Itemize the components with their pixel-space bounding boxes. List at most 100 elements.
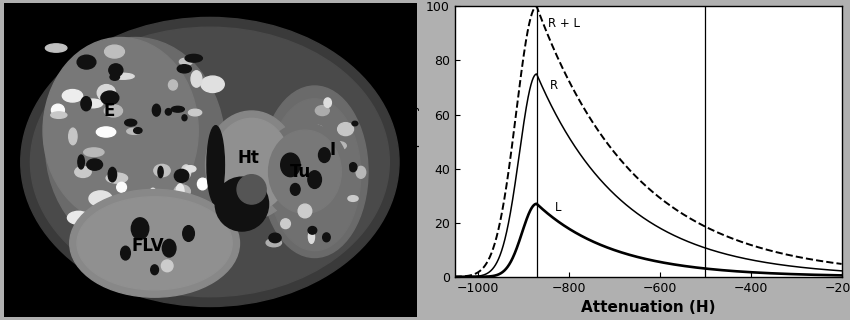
Ellipse shape	[149, 188, 157, 205]
Ellipse shape	[315, 106, 329, 116]
Ellipse shape	[309, 230, 314, 244]
Ellipse shape	[280, 153, 300, 177]
Ellipse shape	[106, 173, 128, 183]
Text: Tu: Tu	[290, 163, 311, 181]
Ellipse shape	[269, 99, 360, 251]
Ellipse shape	[162, 260, 173, 272]
Ellipse shape	[121, 246, 130, 260]
Ellipse shape	[191, 71, 201, 87]
Ellipse shape	[237, 175, 266, 204]
Ellipse shape	[52, 104, 65, 116]
Ellipse shape	[51, 112, 67, 118]
Ellipse shape	[348, 196, 358, 201]
Ellipse shape	[324, 98, 332, 108]
Ellipse shape	[203, 177, 219, 187]
Ellipse shape	[212, 118, 291, 212]
Ellipse shape	[147, 197, 160, 208]
Ellipse shape	[131, 218, 149, 239]
Ellipse shape	[168, 80, 178, 90]
Ellipse shape	[43, 37, 198, 224]
Ellipse shape	[332, 142, 346, 150]
Ellipse shape	[314, 140, 328, 147]
Ellipse shape	[104, 212, 122, 221]
Ellipse shape	[174, 169, 189, 182]
Ellipse shape	[207, 126, 224, 204]
Ellipse shape	[78, 155, 84, 169]
Ellipse shape	[308, 227, 317, 234]
Y-axis label: Peak Frequency (%): Peak Frequency (%)	[407, 76, 421, 208]
Ellipse shape	[185, 54, 202, 62]
Ellipse shape	[179, 58, 192, 65]
Ellipse shape	[304, 168, 318, 175]
Ellipse shape	[309, 127, 320, 132]
Ellipse shape	[158, 166, 163, 178]
Ellipse shape	[77, 55, 96, 69]
Ellipse shape	[101, 91, 119, 105]
Ellipse shape	[337, 123, 354, 136]
Ellipse shape	[132, 199, 153, 206]
Ellipse shape	[266, 239, 281, 247]
Ellipse shape	[269, 165, 282, 175]
Ellipse shape	[319, 148, 330, 163]
Ellipse shape	[154, 164, 170, 177]
Text: L: L	[555, 201, 561, 214]
Ellipse shape	[70, 189, 240, 297]
Text: Ht: Ht	[238, 149, 259, 167]
Ellipse shape	[178, 65, 191, 73]
Text: E: E	[104, 102, 115, 120]
Ellipse shape	[105, 105, 122, 117]
Ellipse shape	[152, 104, 161, 116]
Ellipse shape	[181, 165, 190, 179]
Ellipse shape	[291, 184, 300, 195]
Ellipse shape	[89, 191, 112, 206]
Ellipse shape	[189, 109, 201, 116]
Ellipse shape	[310, 125, 324, 136]
Ellipse shape	[31, 27, 389, 297]
Ellipse shape	[201, 76, 224, 92]
Ellipse shape	[352, 121, 358, 126]
Text: R + L: R + L	[548, 17, 580, 30]
Ellipse shape	[275, 154, 280, 163]
Ellipse shape	[45, 37, 225, 253]
Ellipse shape	[323, 233, 330, 242]
Ellipse shape	[182, 115, 187, 121]
Ellipse shape	[280, 219, 291, 228]
Text: I: I	[329, 141, 335, 159]
Ellipse shape	[75, 166, 91, 177]
Ellipse shape	[108, 167, 116, 182]
X-axis label: Attenuation (H): Attenuation (H)	[581, 300, 716, 315]
Ellipse shape	[125, 119, 137, 126]
Ellipse shape	[206, 111, 298, 219]
Ellipse shape	[162, 239, 176, 257]
Ellipse shape	[174, 185, 190, 198]
Ellipse shape	[215, 177, 269, 231]
Ellipse shape	[45, 44, 67, 52]
Ellipse shape	[84, 148, 104, 156]
Ellipse shape	[298, 204, 312, 218]
Ellipse shape	[332, 163, 345, 171]
Ellipse shape	[81, 97, 91, 111]
Ellipse shape	[109, 64, 123, 76]
Ellipse shape	[197, 178, 207, 190]
Ellipse shape	[165, 108, 172, 115]
Ellipse shape	[269, 130, 342, 213]
Ellipse shape	[20, 17, 399, 307]
Ellipse shape	[133, 128, 142, 133]
Ellipse shape	[261, 123, 348, 221]
Ellipse shape	[269, 176, 281, 183]
Ellipse shape	[269, 233, 281, 243]
Ellipse shape	[110, 74, 120, 80]
Ellipse shape	[96, 127, 116, 137]
Ellipse shape	[176, 184, 184, 199]
Ellipse shape	[356, 166, 366, 178]
Ellipse shape	[82, 99, 103, 108]
Ellipse shape	[171, 106, 184, 112]
Ellipse shape	[105, 45, 124, 58]
Ellipse shape	[261, 86, 368, 258]
Ellipse shape	[149, 213, 156, 223]
Ellipse shape	[282, 181, 290, 190]
Ellipse shape	[69, 128, 77, 145]
Ellipse shape	[67, 211, 89, 224]
Ellipse shape	[150, 265, 158, 275]
Ellipse shape	[315, 130, 323, 140]
